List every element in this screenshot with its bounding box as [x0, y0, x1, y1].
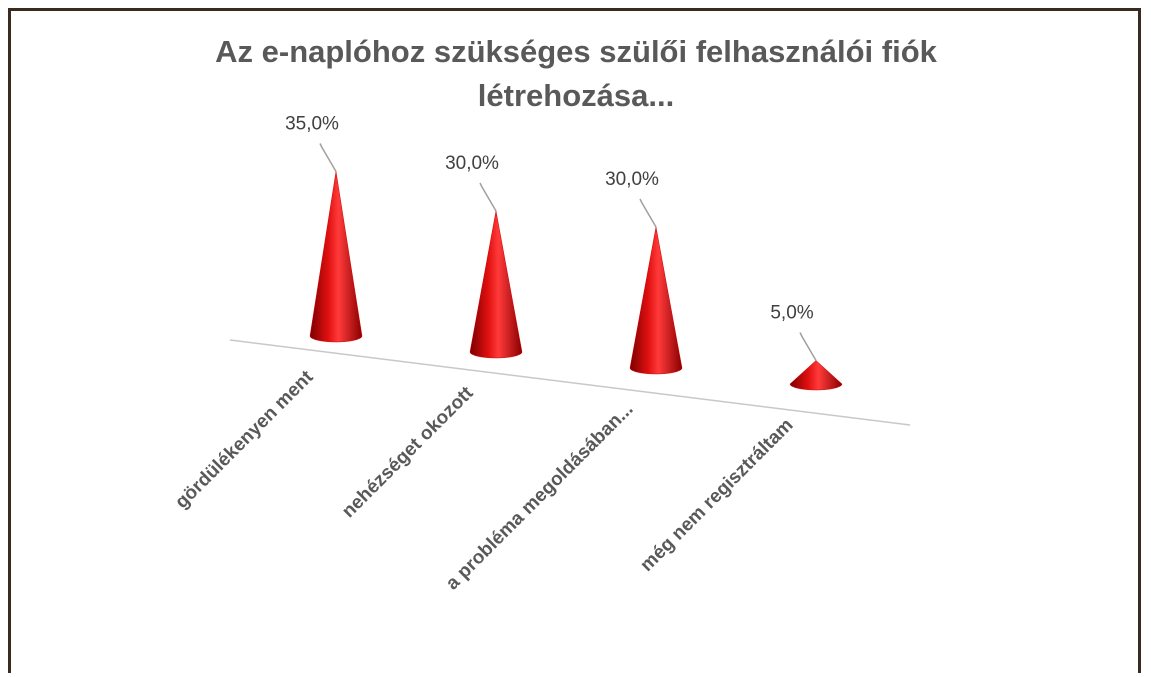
leader-line: [320, 144, 336, 172]
x-tick-label: a probléma megoldásában...: [442, 399, 638, 595]
x-tick-label: gördülékenyen ment: [171, 366, 318, 513]
leader-line: [800, 333, 816, 361]
cone: [630, 227, 682, 374]
value-label: 5,0%: [770, 303, 813, 324]
chart: 35,0% gördülékenyen ment 30,0% nehézséget o…: [0, 0, 1151, 677]
value-label: 30,0%: [445, 153, 499, 174]
leader-line: [480, 183, 496, 211]
cone: [310, 172, 362, 343]
x-tick-label: még nem regisztráltam: [636, 415, 797, 576]
value-label: 30,0%: [605, 169, 659, 190]
cone: [470, 211, 522, 358]
leader-line: [640, 199, 656, 227]
value-label: 35,0%: [285, 114, 339, 135]
x-tick-label: nehézséget okozott: [338, 382, 478, 522]
cone: [790, 361, 842, 391]
